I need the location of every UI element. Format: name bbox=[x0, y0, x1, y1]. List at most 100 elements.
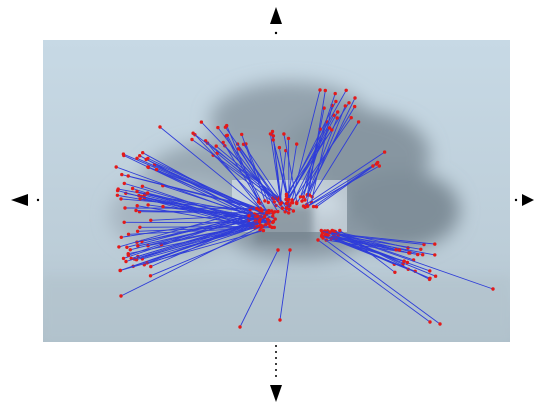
match-ray bbox=[116, 166, 268, 223]
match-point bbox=[260, 224, 264, 228]
match-point bbox=[114, 165, 118, 169]
match-point bbox=[272, 200, 276, 204]
match-point bbox=[119, 235, 124, 239]
match-point bbox=[158, 125, 162, 129]
match-ray bbox=[338, 234, 421, 250]
match-point bbox=[255, 206, 259, 211]
match-point bbox=[349, 116, 353, 120]
match-point bbox=[291, 201, 295, 205]
match-point bbox=[154, 167, 159, 172]
match-ray bbox=[239, 148, 279, 212]
match-point bbox=[136, 244, 140, 248]
match-point bbox=[298, 195, 303, 199]
match-ray bbox=[316, 163, 377, 208]
match-point bbox=[343, 104, 347, 108]
match-ray bbox=[146, 221, 256, 264]
match-point bbox=[323, 233, 328, 237]
match-point bbox=[301, 195, 306, 199]
match-point bbox=[402, 259, 406, 264]
match-point bbox=[138, 197, 142, 201]
nav-left-button[interactable] bbox=[11, 194, 40, 206]
match-point bbox=[306, 204, 310, 208]
match-point bbox=[284, 201, 289, 206]
match-point bbox=[264, 222, 268, 227]
match-point bbox=[149, 218, 153, 222]
match-point bbox=[191, 131, 195, 135]
match-point bbox=[214, 144, 218, 148]
match-ray bbox=[121, 212, 274, 238]
match-point bbox=[271, 138, 275, 142]
match-point bbox=[128, 248, 132, 252]
match-point bbox=[269, 209, 274, 213]
match-ray bbox=[239, 249, 279, 328]
match-point bbox=[273, 217, 277, 221]
match-point bbox=[268, 224, 272, 228]
match-point bbox=[121, 152, 126, 156]
match-ray bbox=[311, 121, 359, 197]
match-point bbox=[419, 247, 423, 251]
match-point bbox=[123, 206, 127, 210]
match-point bbox=[286, 136, 291, 141]
match-ray bbox=[291, 89, 321, 201]
match-point bbox=[433, 274, 438, 278]
match-ray bbox=[237, 143, 277, 199]
match-ray bbox=[130, 215, 265, 251]
match-point bbox=[276, 209, 280, 214]
match-point bbox=[271, 214, 275, 218]
match-overlay bbox=[114, 88, 495, 329]
match-point bbox=[125, 245, 129, 249]
match-ray bbox=[201, 121, 290, 214]
match-ray bbox=[279, 150, 287, 204]
match-point bbox=[405, 260, 410, 265]
match-point bbox=[276, 248, 280, 252]
match-ray bbox=[331, 238, 409, 270]
match-point bbox=[284, 192, 289, 196]
match-point bbox=[240, 132, 244, 137]
nav-up-button[interactable] bbox=[270, 7, 282, 35]
match-point bbox=[271, 134, 276, 138]
match-point bbox=[382, 150, 387, 154]
match-ray bbox=[286, 90, 347, 197]
match-ray bbox=[124, 221, 255, 224]
match-point bbox=[265, 210, 269, 214]
nav-down-button[interactable] bbox=[270, 345, 282, 402]
photo-frame bbox=[43, 40, 510, 342]
match-ray bbox=[125, 220, 260, 262]
match-point bbox=[161, 204, 165, 209]
match-point bbox=[428, 276, 432, 280]
match-point bbox=[144, 157, 148, 162]
nav-right-button[interactable] bbox=[514, 194, 534, 206]
match-point bbox=[190, 137, 194, 142]
match-point bbox=[140, 184, 145, 188]
match-point bbox=[303, 198, 307, 202]
match-point bbox=[255, 214, 260, 218]
match-ray bbox=[226, 125, 259, 203]
match-point bbox=[267, 221, 271, 226]
match-point bbox=[353, 104, 357, 109]
match-point bbox=[257, 219, 261, 223]
match-ray bbox=[291, 117, 352, 203]
match-ray bbox=[226, 135, 268, 213]
match-ray bbox=[139, 155, 257, 219]
arrow-down-icon bbox=[270, 385, 282, 402]
match-point bbox=[347, 101, 351, 105]
match-point bbox=[397, 248, 402, 252]
match-ray bbox=[133, 219, 269, 267]
match-ray bbox=[216, 152, 273, 199]
match-point bbox=[327, 126, 332, 130]
match-point bbox=[338, 228, 342, 233]
match-ray bbox=[191, 139, 274, 198]
match-point bbox=[291, 209, 296, 213]
match-point bbox=[277, 145, 282, 150]
match-point bbox=[119, 294, 123, 298]
match-point bbox=[416, 252, 420, 257]
match-point bbox=[263, 199, 267, 203]
match-point bbox=[284, 206, 289, 210]
match-point bbox=[318, 88, 322, 92]
match-point bbox=[124, 259, 128, 264]
horizon-band bbox=[43, 278, 510, 342]
match-point bbox=[421, 253, 425, 257]
match-ray bbox=[156, 169, 258, 217]
match-point bbox=[374, 162, 379, 166]
match-ray bbox=[194, 134, 270, 213]
